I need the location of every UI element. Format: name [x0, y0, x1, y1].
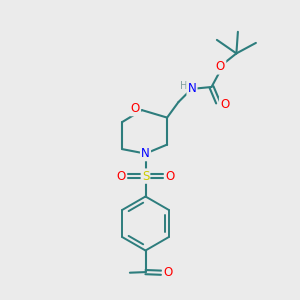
Text: N: N	[188, 82, 196, 95]
Text: O: O	[166, 169, 175, 183]
Text: O: O	[116, 169, 125, 183]
Text: S: S	[142, 169, 149, 183]
Text: H: H	[180, 81, 187, 91]
Text: N: N	[141, 147, 150, 160]
Text: O: O	[131, 102, 140, 115]
Text: O: O	[163, 266, 172, 279]
Text: O: O	[216, 60, 225, 74]
Text: O: O	[220, 98, 229, 111]
